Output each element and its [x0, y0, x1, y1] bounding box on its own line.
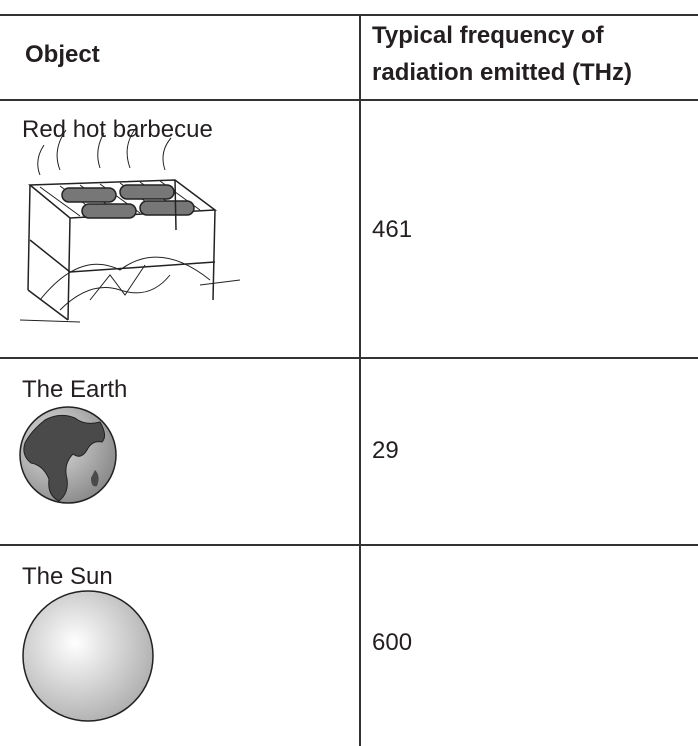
barbecue-drawing — [20, 128, 240, 322]
page: Object Typical frequency of radiation em… — [0, 0, 698, 746]
earth-drawing — [20, 407, 116, 503]
illustrations — [0, 0, 698, 746]
sun-drawing — [23, 591, 153, 721]
